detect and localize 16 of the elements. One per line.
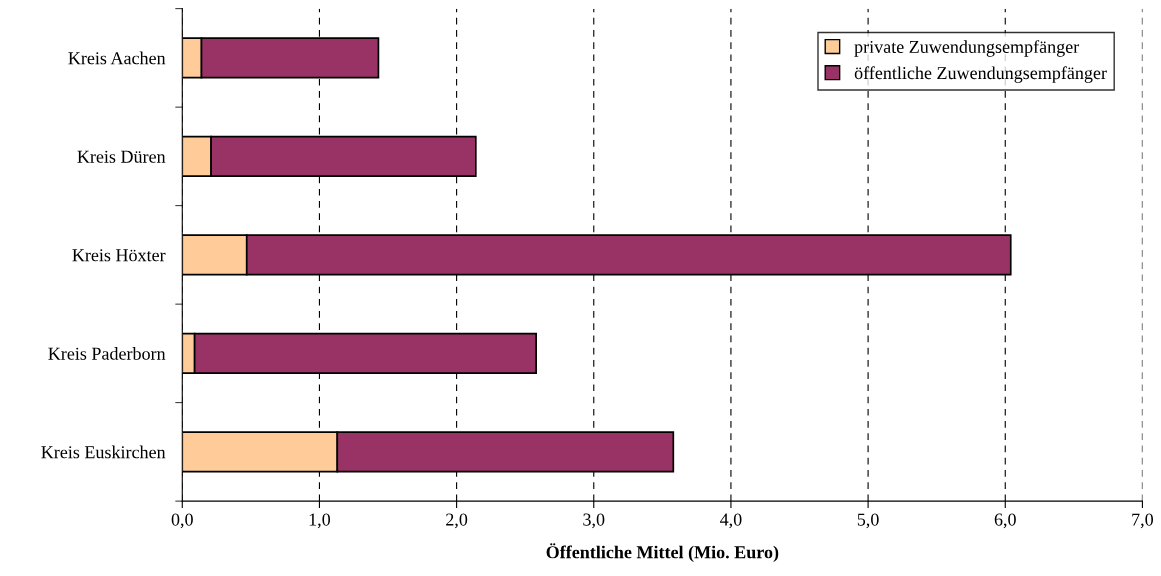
y-tick-label: Kreis Euskirchen bbox=[41, 445, 166, 459]
x-tick-label: 1,0 bbox=[309, 513, 331, 529]
y-tick-label: Kreis Düren bbox=[77, 150, 166, 163]
x-tick-label: 3,0 bbox=[583, 513, 605, 529]
legend-label: private Zuwendungsempfänger bbox=[854, 40, 1080, 57]
x-tick-label: 0,0 bbox=[171, 513, 193, 529]
x-tick-label: 5,0 bbox=[857, 513, 879, 529]
y-tick-label: Kreis Aachen bbox=[68, 51, 166, 65]
legend-label: öffentliche Zuwendungsempfänger bbox=[854, 66, 1107, 83]
y-tick-label: Kreis Paderborn bbox=[48, 347, 166, 360]
y-tick-label: Kreis Höxter bbox=[72, 249, 166, 262]
x-axis-title: Öffentliche Mittel (Mio. Euro) bbox=[546, 543, 779, 562]
x-tick-label: 7,0 bbox=[1132, 513, 1154, 529]
x-tick-label: 4,0 bbox=[720, 513, 742, 529]
x-tick-label: 6,0 bbox=[994, 513, 1016, 529]
x-tick-label: 2,0 bbox=[446, 513, 468, 529]
